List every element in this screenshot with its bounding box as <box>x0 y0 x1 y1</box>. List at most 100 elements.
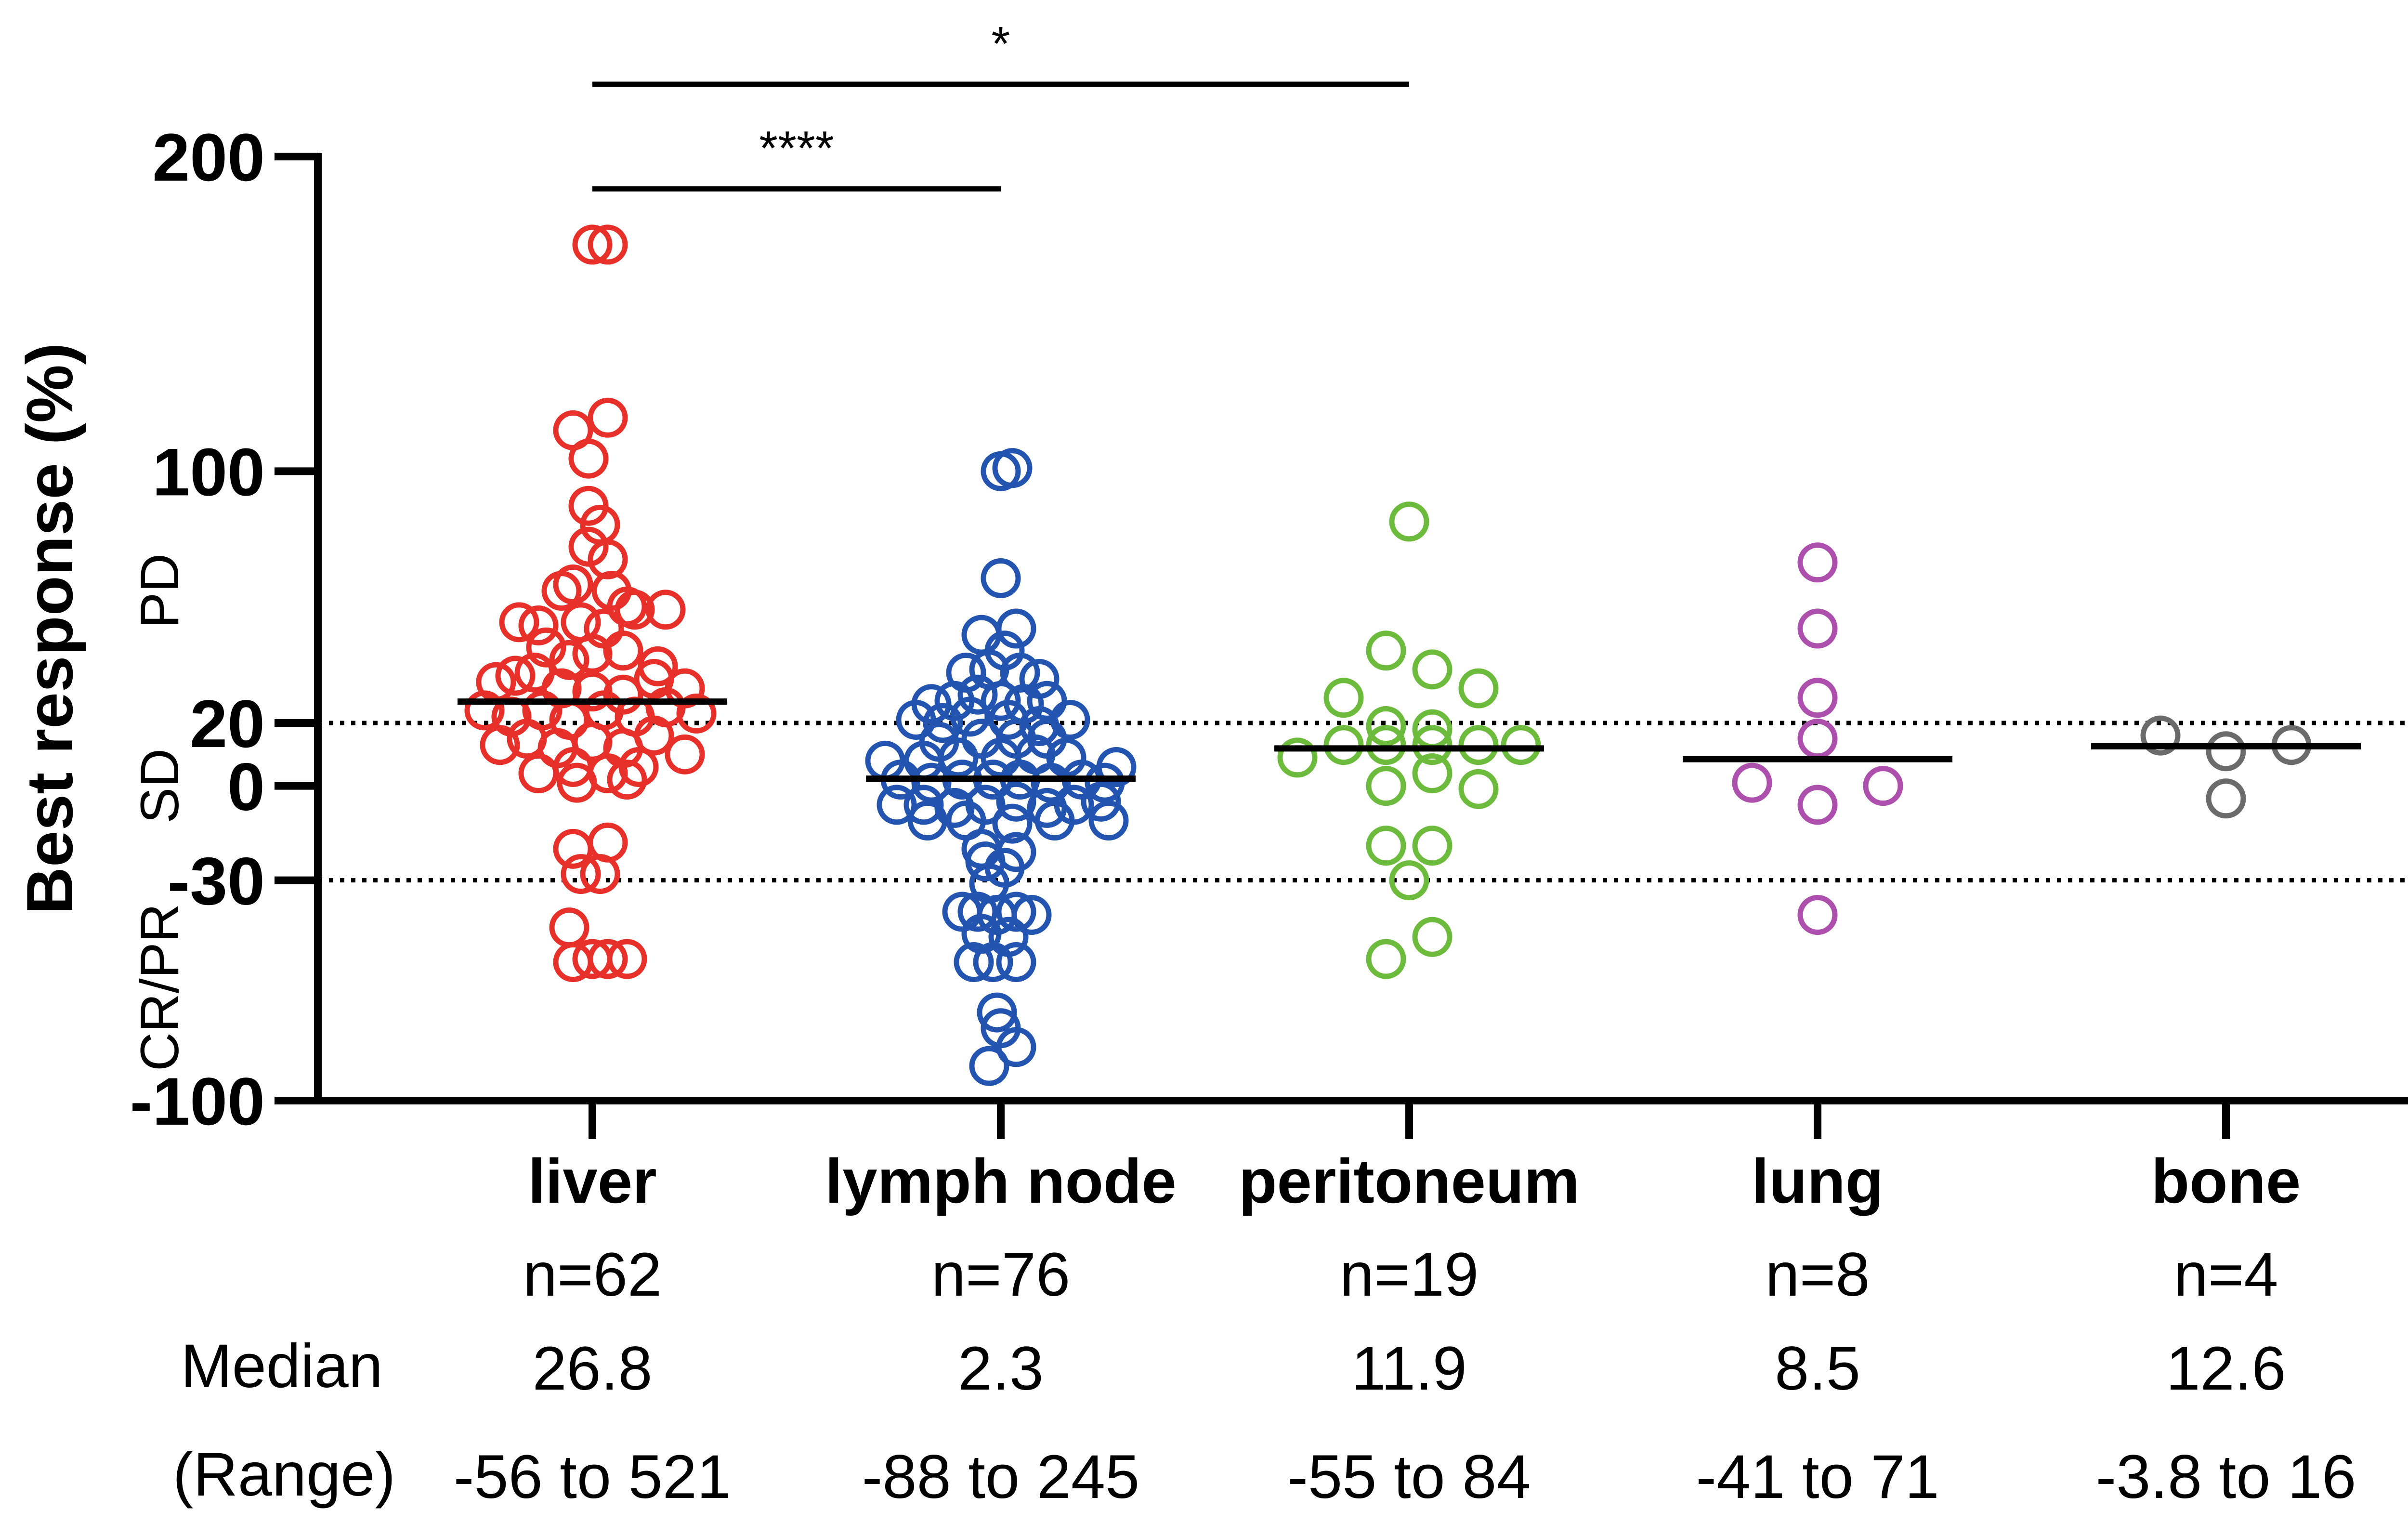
data-point <box>1412 917 1453 957</box>
data-point <box>1501 725 1541 765</box>
data-point <box>2206 731 2246 772</box>
data-point <box>992 803 1033 844</box>
data-point <box>1863 766 1903 806</box>
data-point <box>572 224 613 265</box>
data-point <box>1366 939 1406 979</box>
data-point <box>1366 766 1406 806</box>
data-point <box>495 656 536 696</box>
data-point <box>977 992 1017 1033</box>
y-tick-label: 200 <box>152 119 265 195</box>
median-value-label: 11.9 <box>1351 1334 1467 1403</box>
data-point <box>1389 501 1429 542</box>
data-point <box>938 737 979 778</box>
data-point <box>615 590 655 630</box>
data-point <box>549 907 589 948</box>
data-point <box>1085 762 1125 803</box>
range-value-label: -55 to 84 <box>1287 1443 1531 1511</box>
category-n-label: n=19 <box>1340 1240 1479 1309</box>
data-point <box>603 630 643 671</box>
data-point <box>1797 719 1838 759</box>
median-value-label: 8.5 <box>1775 1334 1860 1403</box>
data-point <box>1088 801 1129 841</box>
data-point <box>568 526 609 567</box>
data-point <box>480 725 520 765</box>
data-point <box>553 565 593 605</box>
data-point <box>588 224 628 265</box>
data-point <box>973 942 1013 983</box>
median-value-label: 2.3 <box>958 1334 1044 1403</box>
data-point <box>588 397 628 438</box>
data-point <box>549 640 589 680</box>
data-point <box>1412 826 1453 866</box>
significance-label: * <box>992 17 1010 71</box>
median-value-label: 26.8 <box>532 1334 652 1403</box>
zone-label: SD <box>130 748 190 824</box>
data-point <box>903 785 944 825</box>
range-row-label: (Range) <box>173 1440 395 1509</box>
significance-label: **** <box>759 121 834 175</box>
data-point <box>1797 542 1838 583</box>
category-n-label: n=8 <box>1765 1240 1870 1309</box>
data-point <box>2140 715 2181 756</box>
data-point <box>877 785 917 825</box>
data-point <box>1277 737 1318 778</box>
range-value-label: -41 to 71 <box>1696 1443 1939 1511</box>
data-point <box>557 762 597 803</box>
data-point <box>526 627 566 668</box>
data-point <box>665 734 705 775</box>
zone-label: CR/PR <box>130 904 190 1071</box>
data-point <box>992 448 1033 488</box>
data-point <box>1000 652 1040 693</box>
category-label: lung <box>1752 1146 1884 1216</box>
data-point <box>1797 895 1838 935</box>
data-point <box>1458 769 1499 809</box>
range-value-label: -88 to 245 <box>862 1443 1139 1511</box>
data-point <box>1412 725 1453 765</box>
data-point <box>996 608 1036 649</box>
data-point <box>911 762 952 803</box>
data-point <box>676 693 717 734</box>
median-value-label: 12.6 <box>2166 1334 2286 1403</box>
category-n-label: n=4 <box>2173 1240 2278 1309</box>
data-point <box>981 558 1021 598</box>
data-point <box>588 939 628 979</box>
data-point <box>1797 785 1838 825</box>
data-point <box>981 681 1021 721</box>
category-label: peritoneum <box>1239 1146 1580 1216</box>
data-point <box>969 1046 1009 1086</box>
range-value-label: -56 to 521 <box>454 1443 731 1511</box>
data-point <box>965 841 1006 881</box>
data-point <box>1797 678 1838 718</box>
data-point <box>1458 725 1499 765</box>
data-point <box>607 939 647 979</box>
data-point <box>1011 895 1052 935</box>
median-row-label: Median <box>181 1332 383 1401</box>
y-tick-label: 100 <box>152 434 265 510</box>
data-point <box>518 753 559 794</box>
category-label: lymph node <box>825 1146 1176 1216</box>
data-point <box>1019 659 1060 699</box>
data-point <box>464 690 505 731</box>
data-point <box>634 715 674 756</box>
y-tick-label: 0 <box>227 749 265 825</box>
data-point <box>1081 781 1121 822</box>
category-label: liver <box>528 1146 656 1216</box>
data-point <box>1412 753 1453 794</box>
data-point <box>580 854 620 894</box>
data-point <box>1797 608 1838 649</box>
data-point <box>607 760 647 800</box>
category-label: bone <box>2151 1146 2301 1216</box>
data-point <box>996 892 1036 932</box>
data-point <box>996 942 1036 983</box>
data-point <box>957 674 998 715</box>
category-n-label: n=76 <box>931 1240 1070 1309</box>
y-tick-label: -30 <box>168 843 265 919</box>
data-point <box>568 438 609 479</box>
data-point <box>1366 725 1406 765</box>
data-point <box>518 605 559 645</box>
data-point <box>1323 725 1364 765</box>
data-point <box>1412 649 1453 690</box>
data-point <box>572 633 613 674</box>
data-point <box>1366 706 1406 747</box>
